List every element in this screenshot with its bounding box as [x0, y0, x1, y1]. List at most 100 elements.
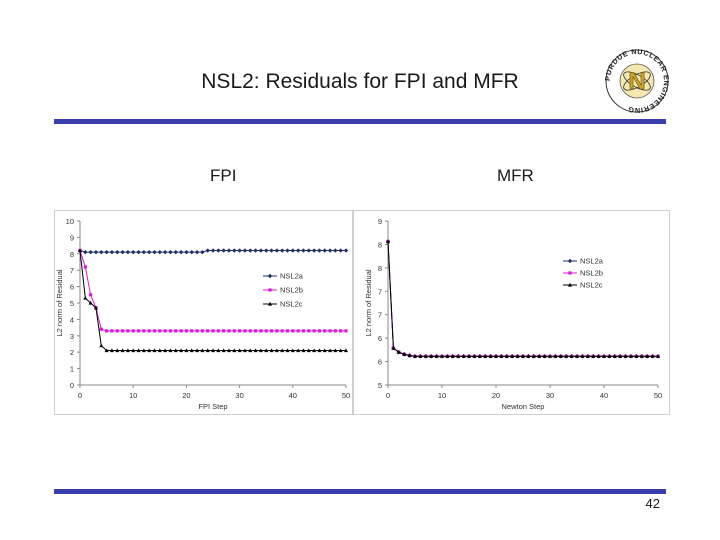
chart-legend: NSL2a NSL2b NSL2c [563, 257, 604, 290]
series-nsl2b-point [238, 329, 242, 333]
series-nsl2b-point [269, 329, 274, 333]
chart-frame [54, 210, 354, 415]
y-tick-label: 7 [378, 311, 382, 320]
series-nsl2c-point [585, 354, 590, 358]
series-nsl2b-point [105, 329, 109, 333]
series-nsl2c-point [650, 354, 655, 358]
series-nsl2c-point [274, 348, 279, 353]
legend-entry-label: NSL2a [580, 257, 604, 266]
series-nsl2c-point [521, 354, 525, 358]
series-nsl2c-point [147, 348, 152, 353]
y-tick-label: 9 [70, 233, 74, 242]
series-nsl2a [77, 248, 349, 255]
x-axis-label: Newton Step [502, 402, 545, 411]
x-tick-label: 30 [546, 391, 554, 400]
series-nsl2b-point [168, 329, 173, 333]
series-nsl2c-point [499, 354, 504, 358]
series-nsl2a-point [93, 249, 99, 255]
series-nsl2c-point [269, 348, 274, 353]
series-nsl2c-point [131, 348, 136, 353]
series-nsl2b-point [227, 329, 231, 333]
series-nsl2c-point [109, 348, 114, 353]
series-nsl2c-point [115, 348, 120, 353]
y-tick-label: 7 [70, 266, 74, 275]
series-nsl2c-point [407, 353, 412, 358]
series-nsl2c-point [504, 354, 509, 358]
series-nsl2c-point [494, 354, 498, 358]
series-nsl2a-point [200, 249, 205, 255]
series-nsl2a-point [258, 248, 264, 253]
legend-entry-label: NSL2c [580, 281, 603, 290]
series-nsl2b-point [312, 329, 316, 333]
series-nsl2b-point [211, 329, 215, 333]
series-nsl2b-point [344, 329, 348, 333]
series-nsl2b-point [83, 265, 87, 269]
x-tick-label: 50 [342, 391, 350, 400]
series-nsl2c-point [83, 295, 88, 300]
fpi-residual-chart: 0 1 2 3 4 5 6 7 8 9 10 0 10 20 30 40 50 FPI Step L2 norm o… [54, 210, 354, 415]
svg-text:N: N [628, 68, 645, 95]
series-nsl2c-point [418, 354, 423, 358]
series-nsl2c-point [296, 348, 301, 353]
series-nsl2c-point [531, 354, 536, 358]
series-nsl2c-point [423, 354, 428, 358]
series-nsl2c-point [429, 354, 434, 358]
series-nsl2c-point [607, 354, 612, 358]
legend-entry-label: NSL2b [580, 269, 603, 278]
series-nsl2b-point [163, 329, 167, 333]
y-tick-label: 8 [378, 264, 382, 273]
series-nsl2c-point [333, 348, 338, 353]
y-tick-label: 3 [70, 332, 74, 341]
series-nsl2a-point [322, 248, 327, 253]
series-nsl2c-point [456, 354, 461, 358]
series-nsl2c-point [434, 354, 439, 358]
series-nsl2c-point [99, 343, 104, 348]
series-nsl2a-point [290, 248, 295, 253]
series-nsl2b-point [179, 329, 183, 333]
series-nsl2c-point [526, 354, 531, 358]
series-nsl2b-point [184, 329, 188, 333]
series-nsl2a-point [279, 248, 285, 253]
y-axis-label: L2 norm of Residual [55, 269, 64, 336]
series-nsl2b-point [126, 329, 130, 333]
legend-swatch-marker [567, 258, 573, 264]
series-nsl2c-line [387, 241, 658, 357]
series-nsl2c-point [639, 354, 644, 358]
series-nsl2b-point [259, 329, 263, 333]
series-nsl2c-point [510, 354, 515, 358]
series-nsl2b-point [216, 329, 220, 333]
legend-swatch-marker [568, 271, 572, 275]
series-nsl2c-point [290, 348, 295, 353]
series-nsl2c-point [537, 354, 542, 358]
series-nsl2a-point [264, 248, 269, 253]
series-nsl2b-point [264, 329, 268, 333]
y-axis-label: L2 norm of Residual [364, 269, 373, 336]
series-nsl2c-point [553, 354, 558, 358]
series-nsl2a-point [152, 249, 157, 255]
series-nsl2c-point [629, 354, 633, 358]
y-tick-label: 2 [70, 348, 74, 357]
series-nsl2a-point [226, 248, 232, 253]
series-nsl2c-point [93, 305, 98, 310]
series-nsl2a-point [88, 249, 93, 255]
series-nsl2c-point [78, 248, 82, 253]
series-nsl2b-point [280, 329, 284, 333]
x-tick-label: 20 [182, 391, 190, 400]
series-nsl2b-point [190, 329, 194, 333]
x-tick-label: 30 [235, 391, 243, 400]
series-nsl2a-point [242, 248, 248, 253]
series-nsl2b-point [115, 329, 119, 333]
series-nsl2a-point [173, 249, 178, 255]
series-nsl2b-point [142, 329, 146, 333]
bottom-divider [54, 489, 666, 494]
series-nsl2c-point [248, 348, 253, 353]
series-nsl2c-point [386, 239, 390, 244]
series-nsl2a-point [327, 248, 333, 253]
series-nsl2c-point [306, 348, 311, 353]
series-nsl2c-point [564, 354, 569, 358]
series-nsl2a-point [216, 248, 221, 253]
series-nsl2a-point [104, 249, 109, 255]
series-nsl2c-point [656, 354, 660, 358]
series-nsl2b-point [253, 329, 258, 333]
series-nsl2a-point [168, 249, 173, 255]
